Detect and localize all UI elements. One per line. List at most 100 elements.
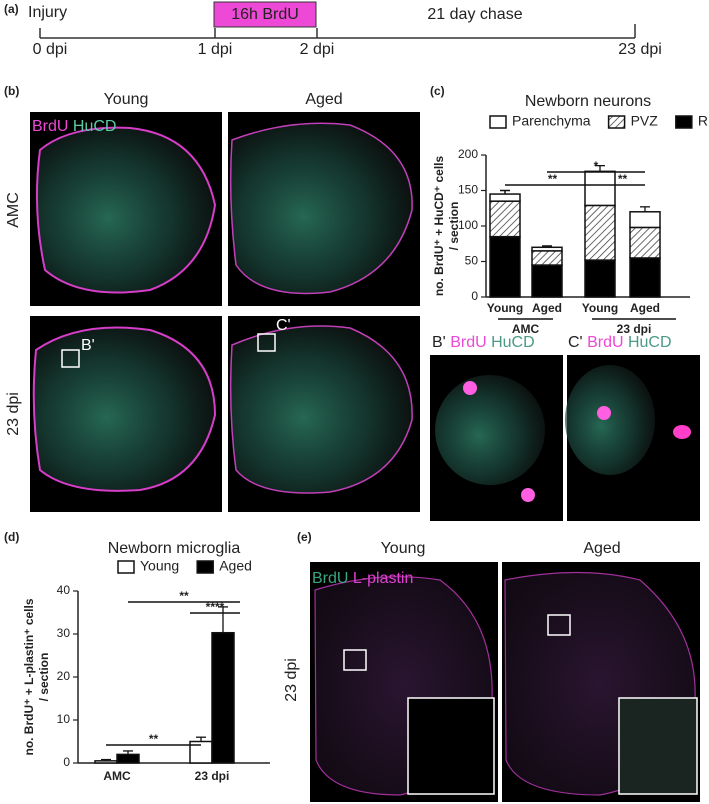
column-label: Aged (305, 91, 342, 108)
legend-label: RMS (698, 113, 709, 129)
box-label: C' (276, 317, 291, 334)
panel-e: Young Aged 23 dpi BrdU L-plastin (283, 540, 700, 802)
legend-label: Aged (219, 558, 252, 574)
bar-segment (584, 259, 616, 298)
y-axis-label: no. BrdU⁺ + L-plastin⁺ cells (22, 598, 36, 755)
legend-swatch (607, 115, 626, 129)
x-tick-label: 23 dpi (195, 769, 230, 783)
micrograph (30, 112, 222, 306)
x-tick-label: Aged (630, 301, 660, 315)
stain-brdu: BrdU (312, 570, 348, 587)
tick-label: 23 dpi (618, 41, 662, 58)
bar-segment (489, 235, 521, 298)
stain-brdu: BrdU (450, 334, 486, 351)
inset-id: C' (568, 334, 583, 351)
y-tick-label: 100 (458, 218, 478, 232)
x-tick-label: Young (487, 301, 523, 315)
y-tick-label: 10 (57, 712, 71, 726)
cell (463, 381, 477, 395)
panel-label: (c) (430, 84, 445, 98)
y-tick-label: 0 (471, 289, 478, 303)
cell (597, 406, 611, 420)
y-tick-label: 40 (57, 583, 71, 597)
inset-label: C' BrdU HuCD (568, 334, 672, 351)
legend-swatch (489, 115, 507, 129)
inset-tissue (565, 365, 655, 475)
bar-segment (584, 170, 616, 207)
brdu-pulse-box (213, 1, 317, 28)
significance-label: **** (206, 600, 225, 614)
panel-label: (e) (297, 530, 312, 544)
stain-label: BrdU HuCD (32, 118, 116, 135)
micrograph (228, 112, 420, 306)
box-label: B' (81, 337, 95, 354)
timeline: Injury 16h BrdU 21 day chase 0 dpi 1 dpi… (28, 1, 662, 58)
row-label: AMC (5, 192, 22, 228)
micrograph (30, 316, 222, 512)
y-tick-label: 200 (458, 147, 478, 161)
y-tick-label: 50 (465, 254, 479, 268)
stain-label: BrdU L-plastin (312, 570, 413, 587)
significance-label: ** (548, 172, 558, 186)
bar-segment (629, 211, 661, 229)
chase-label: 21 day chase (427, 6, 522, 23)
bar-segment (489, 193, 521, 202)
bar-segment (489, 200, 521, 238)
column-label: Aged (583, 540, 620, 557)
micrograph (228, 316, 420, 512)
micrograph (310, 562, 498, 802)
legend-label: Young (140, 558, 179, 574)
tick-label: 2 dpi (300, 41, 335, 58)
cell (521, 488, 535, 502)
row-label: 23 dpi (283, 658, 300, 702)
stain-hucd: HuCD (491, 334, 535, 351)
y-axis-label: / section (447, 202, 461, 251)
bar-segment (531, 250, 563, 266)
event-label: Injury (28, 4, 67, 21)
y-tick-label: 150 (458, 183, 478, 197)
legend-swatch (117, 560, 135, 574)
bar (94, 760, 118, 764)
inset-tissue (435, 375, 545, 485)
group-label: 23 dpi (617, 322, 652, 336)
row-label: 23 dpi (5, 392, 22, 436)
stain-brdu: BrdU (32, 118, 68, 135)
pulse-label: 16h BrdU (231, 6, 299, 23)
micrograph (502, 562, 700, 802)
y-tick-label: 0 (63, 755, 70, 769)
significance-label: * (594, 159, 599, 173)
group-label: AMC (512, 322, 540, 336)
stain-lplastin: L-plastin (353, 570, 413, 587)
chart-title: Newborn neurons (525, 93, 651, 110)
bar-segment (531, 264, 563, 298)
significance-label: ** (179, 589, 189, 603)
y-axis-label: no. BrdU⁺ + HuCD⁺ cells (432, 155, 446, 296)
bar-segment (629, 257, 661, 298)
panel-b: Young Aged AMC 23 dpi BrdU HuCD B' C' (5, 91, 420, 512)
bar-segment (629, 226, 661, 259)
insets: B' BrdU HuCD C' BrdU HuCD (430, 334, 700, 521)
tick-label: 1 dpi (198, 41, 233, 58)
tick-label: 0 dpi (33, 41, 68, 58)
y-tick-label: 20 (57, 669, 71, 683)
x-tick-label: Young (582, 301, 618, 315)
panel-label: (d) (4, 530, 19, 544)
column-label: Young (104, 91, 149, 108)
bar (116, 753, 140, 764)
inset-id: B' (432, 334, 446, 351)
y-axis-label: / section (37, 653, 51, 702)
y-tick-label: 30 (57, 626, 71, 640)
panel-label: (b) (4, 84, 19, 98)
x-tick-label: Aged (532, 301, 562, 315)
significance-label: ** (149, 732, 159, 746)
significance-label: ** (618, 172, 628, 186)
legend-swatch (675, 115, 693, 129)
cell (673, 425, 691, 439)
legend-swatch (196, 560, 214, 574)
chart-title: Newborn microglia (108, 540, 241, 557)
stain-brdu: BrdU (587, 334, 623, 351)
panel-label: (a) (4, 2, 19, 16)
inset-label: B' BrdU HuCD (432, 334, 535, 351)
